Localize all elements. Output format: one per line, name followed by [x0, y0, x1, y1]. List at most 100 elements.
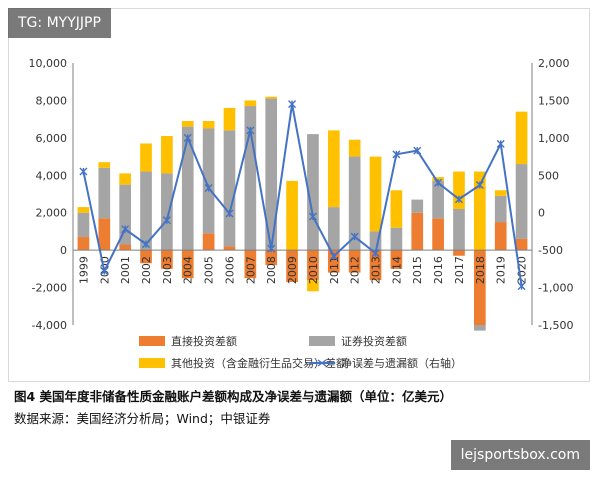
- bar-segment: [223, 130, 236, 247]
- x-tick-label: 2001: [119, 256, 132, 284]
- bar-segment: [453, 250, 465, 256]
- line-point-marker: [475, 181, 484, 190]
- bar-segment: [77, 237, 90, 251]
- bar-segment: [432, 218, 444, 251]
- left-tick-label: 6,000: [36, 132, 68, 145]
- bar-segment: [286, 250, 298, 282]
- line-point-marker: [142, 240, 151, 249]
- x-tick-label: 2003: [161, 256, 174, 284]
- bar-segment: [411, 199, 424, 213]
- bar-segment: [223, 107, 236, 131]
- x-tick-label: 2016: [432, 256, 445, 284]
- line-point-marker: [162, 216, 171, 225]
- chart-svg: -4,000 -2,000 0 2,000 4,000 6,000 8,000 10,000 -…: [29, 57, 574, 370]
- bar-segment: [119, 173, 132, 185]
- left-tick-label: 0: [60, 244, 67, 257]
- right-tick-label: 0: [538, 207, 545, 220]
- legend-label: 证券投资差额: [341, 334, 407, 348]
- right-tick-label: 500: [538, 169, 559, 182]
- legend-swatch: [309, 336, 335, 346]
- error-omission-line: [82, 103, 523, 287]
- watermark-badge: TG: MYYJJPP: [8, 8, 111, 38]
- left-tick-label: -2,000: [32, 282, 67, 295]
- bar-segment: [494, 195, 507, 223]
- line-point-marker: [183, 133, 192, 142]
- bar-segment: [244, 106, 257, 251]
- bar-segment: [390, 190, 403, 228]
- bar-segment: [98, 162, 111, 168]
- left-tick-label: 4,000: [36, 169, 68, 182]
- bar-segment: [265, 98, 278, 251]
- bar-segment: [202, 233, 215, 251]
- x-tick-label: 2012: [349, 256, 362, 284]
- bar-segment: [348, 139, 361, 157]
- line-point-marker: [79, 167, 88, 176]
- right-tick-label: 1,000: [538, 132, 570, 145]
- figure-caption: 图4 美国年度非储备性质金融账户差额构成及净误差与遗漏额（单位：亿美元）: [14, 389, 453, 404]
- bar-segment: [202, 121, 215, 129]
- x-tick-label: 2019: [495, 256, 508, 284]
- right-tick-label: 2,000: [538, 57, 570, 70]
- bar-segment: [327, 250, 340, 273]
- bar-segment: [390, 227, 403, 251]
- right-tick-label: -500: [538, 244, 563, 257]
- bar-segment: [140, 171, 152, 251]
- bar-segment: [453, 171, 465, 209]
- bar-segment: [369, 250, 382, 281]
- x-tick-label: 2009: [286, 256, 299, 284]
- x-tick-label: 2014: [390, 256, 403, 284]
- left-tick-label: 10,000: [29, 57, 68, 70]
- bar-segment: [265, 96, 278, 99]
- bar-segment: [515, 164, 528, 239]
- bar-segment: [369, 231, 382, 251]
- x-tick-label: 2013: [370, 256, 383, 284]
- right-tick-label: 1,500: [538, 94, 570, 107]
- left-tick-label: 8,000: [36, 94, 68, 107]
- bar-segment: [473, 325, 486, 331]
- line-point-marker: [454, 195, 463, 204]
- bar-segment: [98, 218, 111, 251]
- bar-segment: [202, 128, 215, 234]
- bar-segment: [119, 184, 132, 245]
- line-point-marker: [225, 209, 234, 218]
- legend-swatch: [139, 358, 165, 368]
- bar-segment: [494, 190, 507, 196]
- bar-segment: [181, 250, 194, 279]
- x-tick-label: 2008: [265, 256, 278, 284]
- bar-segment: [77, 212, 90, 238]
- chart-frame: -4,000 -2,000 0 2,000 4,000 6,000 8,000 10,000 -…: [8, 8, 590, 382]
- bar-segment: [140, 250, 152, 264]
- site-watermark: lejsportsbox.com: [450, 440, 590, 470]
- bar-segment: [411, 212, 424, 251]
- bar-segment: [161, 173, 173, 251]
- bar-segment: [515, 238, 528, 251]
- legend-swatch: [139, 336, 165, 346]
- bar-segment: [244, 250, 257, 279]
- bar-segment: [390, 250, 403, 269]
- x-tick-label: 2015: [411, 256, 424, 284]
- line-point-marker: [204, 184, 213, 193]
- right-tick-label: -1,000: [538, 282, 573, 295]
- bar-segment: [265, 250, 278, 266]
- right-tick-label: -1,500: [538, 319, 573, 332]
- bar-segment: [473, 250, 486, 325]
- bar-segment: [161, 135, 173, 174]
- line-point-marker: [100, 267, 109, 276]
- bar-segment: [369, 156, 382, 232]
- x-tick-label: 2005: [203, 256, 216, 284]
- bar-segment: [119, 244, 132, 251]
- line-point-marker: [246, 126, 255, 135]
- bar-segment: [140, 143, 152, 172]
- line-point-marker: [517, 282, 526, 291]
- x-tick-label: 2010: [307, 256, 320, 284]
- x-tick-label: 2018: [474, 256, 487, 284]
- bar-segment: [307, 134, 319, 251]
- left-tick-label: 2,000: [36, 207, 68, 220]
- x-tick-label: 2002: [140, 256, 153, 284]
- bar-segment: [515, 111, 528, 165]
- line-point-marker: [350, 232, 359, 241]
- x-tick-label: 2004: [182, 256, 195, 284]
- left-tick-label: -4,000: [32, 319, 67, 332]
- line-point-marker: [267, 244, 276, 253]
- bar-segment: [307, 280, 319, 292]
